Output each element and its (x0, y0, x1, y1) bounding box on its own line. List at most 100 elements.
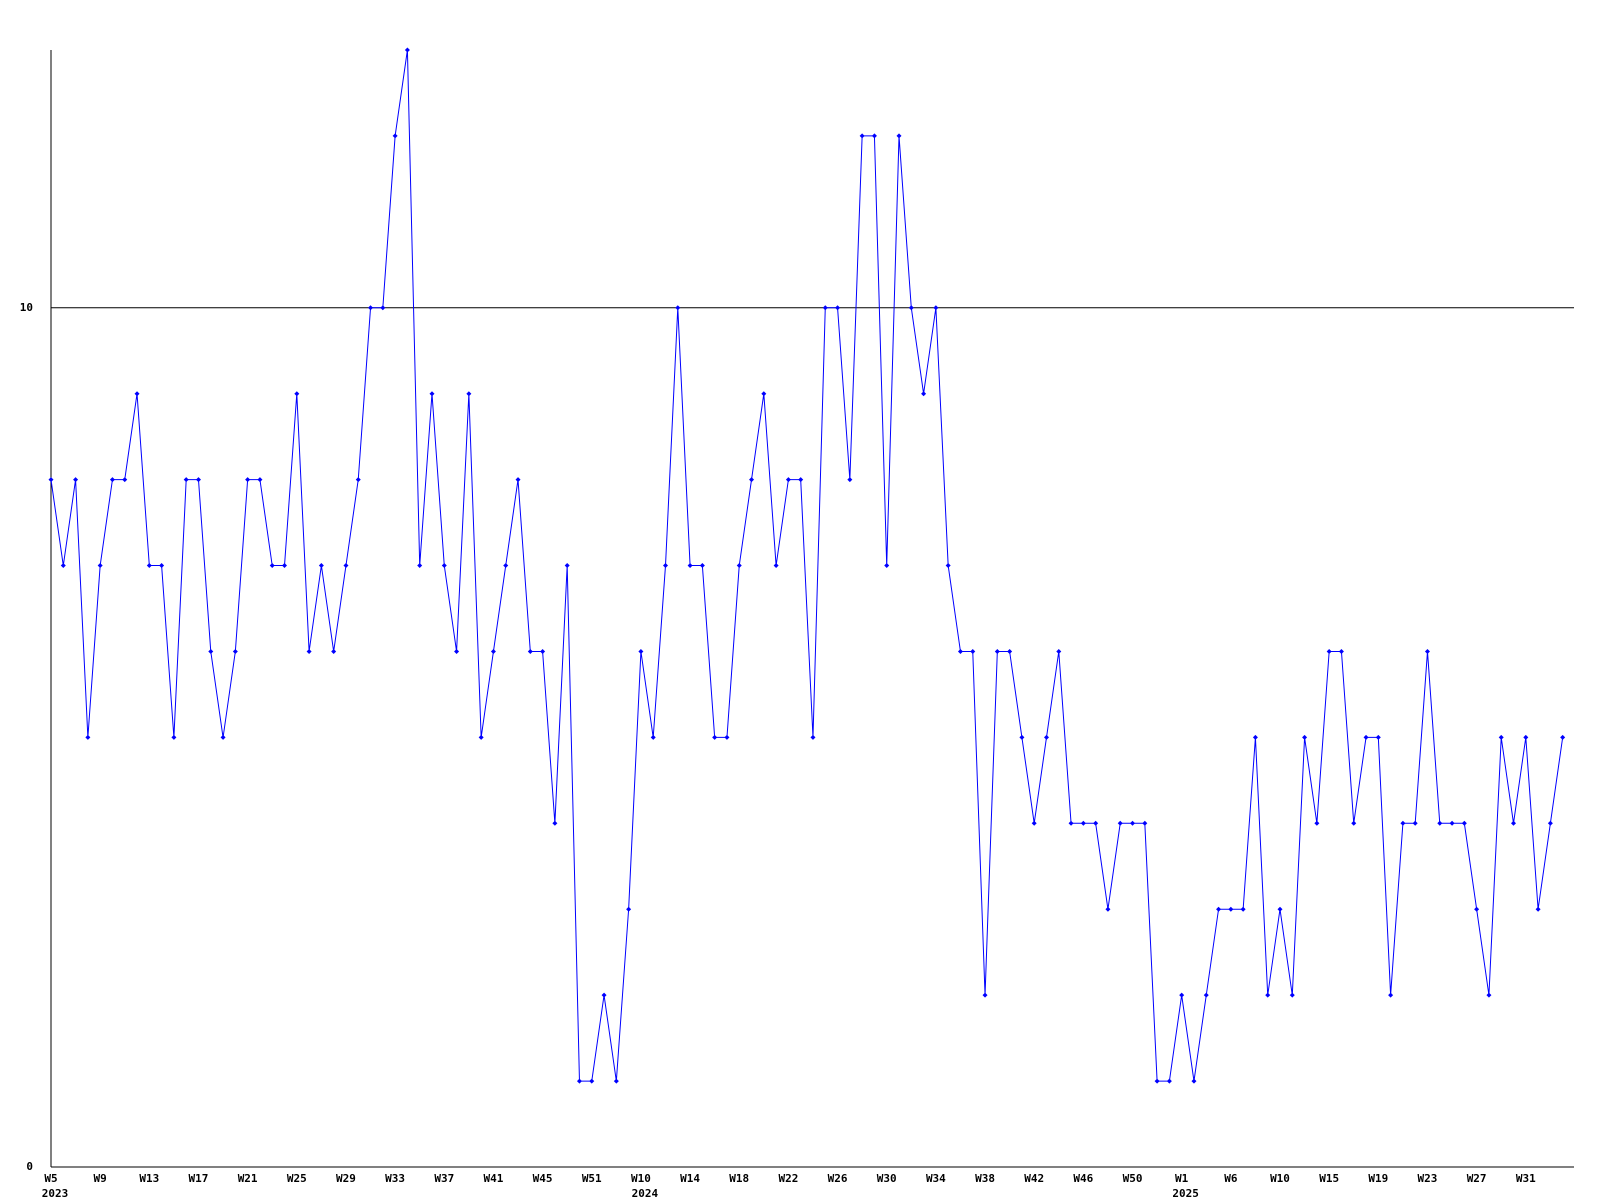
x-tick-label: W33 (385, 1172, 405, 1185)
x-tick-label: W31 (1516, 1172, 1536, 1185)
data-point (1351, 820, 1357, 826)
data-point (1068, 820, 1074, 826)
data-point (1486, 992, 1492, 998)
data-point (1142, 820, 1148, 826)
data-point (60, 563, 66, 569)
data-point (552, 820, 558, 826)
data-point (503, 563, 509, 569)
data-point (1228, 906, 1234, 912)
x-tick-label: W1 (1175, 1172, 1189, 1185)
data-point (921, 391, 927, 397)
data-point (540, 648, 546, 654)
x-tick-label: W51 (582, 1172, 602, 1185)
data-point (441, 563, 447, 569)
data-point (515, 477, 521, 483)
data-point (220, 734, 226, 740)
x-tick-label: W34 (926, 1172, 946, 1185)
data-point (1216, 906, 1222, 912)
data-point (527, 648, 533, 654)
x-tick-label: W30 (877, 1172, 897, 1185)
data-point (490, 648, 496, 654)
data-point (454, 648, 460, 654)
x-tick-label: W29 (336, 1172, 356, 1185)
x-tick-label: W18 (729, 1172, 749, 1185)
data-point (1154, 1078, 1160, 1084)
data-point (417, 563, 423, 569)
data-point (785, 477, 791, 483)
data-point (245, 477, 251, 483)
data-point (1080, 820, 1086, 826)
data-point (195, 477, 201, 483)
data-point (355, 477, 361, 483)
data-point (122, 477, 128, 483)
data-point (1449, 820, 1455, 826)
x-tick-label: W13 (139, 1172, 159, 1185)
data-point (970, 648, 976, 654)
data-point (933, 305, 939, 311)
data-point (429, 391, 435, 397)
data-point (798, 477, 804, 483)
x-year-label: 2025 (1172, 1187, 1199, 1200)
x-tick-label: W10 (631, 1172, 651, 1185)
data-point (847, 477, 853, 483)
x-tick-label: W6 (1224, 1172, 1238, 1185)
data-point (564, 563, 570, 569)
y-tick-label: 10 (20, 301, 33, 314)
data-point (994, 648, 1000, 654)
data-point (1388, 992, 1394, 998)
data-point (1166, 1078, 1172, 1084)
data-point (957, 648, 963, 654)
data-point (97, 563, 103, 569)
data-point (1056, 648, 1062, 654)
data-point (822, 305, 828, 311)
data-point (1424, 648, 1430, 654)
x-tick-label: W41 (484, 1172, 504, 1185)
data-point (638, 648, 644, 654)
data-point (109, 477, 115, 483)
data-point (1191, 1078, 1197, 1084)
data-point (269, 563, 275, 569)
x-tick-label: W15 (1319, 1172, 1339, 1185)
data-point (1412, 820, 1418, 826)
data-point (1474, 906, 1480, 912)
data-point (1203, 992, 1209, 998)
data-point (208, 648, 214, 654)
data-point (282, 563, 288, 569)
x-tick-label: W37 (434, 1172, 454, 1185)
data-point (773, 563, 779, 569)
data-point (1314, 820, 1320, 826)
data-point (699, 563, 705, 569)
data-point (1277, 906, 1283, 912)
data-point (945, 563, 951, 569)
data-point (1289, 992, 1295, 998)
x-year-label: 2023 (42, 1187, 69, 1200)
data-point (613, 1078, 619, 1084)
data-point (896, 133, 902, 139)
data-point (712, 734, 718, 740)
data-point (1043, 734, 1049, 740)
data-point (1093, 820, 1099, 826)
data-point (1031, 820, 1037, 826)
data-point (1461, 820, 1467, 826)
data-point (146, 563, 152, 569)
data-point (859, 133, 865, 139)
data-point (1437, 820, 1443, 826)
data-point (884, 563, 890, 569)
data-point (1326, 648, 1332, 654)
data-point (48, 477, 54, 483)
data-point (232, 648, 238, 654)
data-point (1400, 820, 1406, 826)
x-tick-label: W38 (975, 1172, 995, 1185)
data-point (675, 305, 681, 311)
data-point (724, 734, 730, 740)
data-point (982, 992, 988, 998)
data-point (1302, 734, 1308, 740)
data-point (73, 477, 79, 483)
data-point (183, 477, 189, 483)
x-tick-label: W5 (44, 1172, 57, 1185)
y-tick-label: 0 (26, 1160, 33, 1173)
data-point (1560, 734, 1566, 740)
data-point (1019, 734, 1025, 740)
